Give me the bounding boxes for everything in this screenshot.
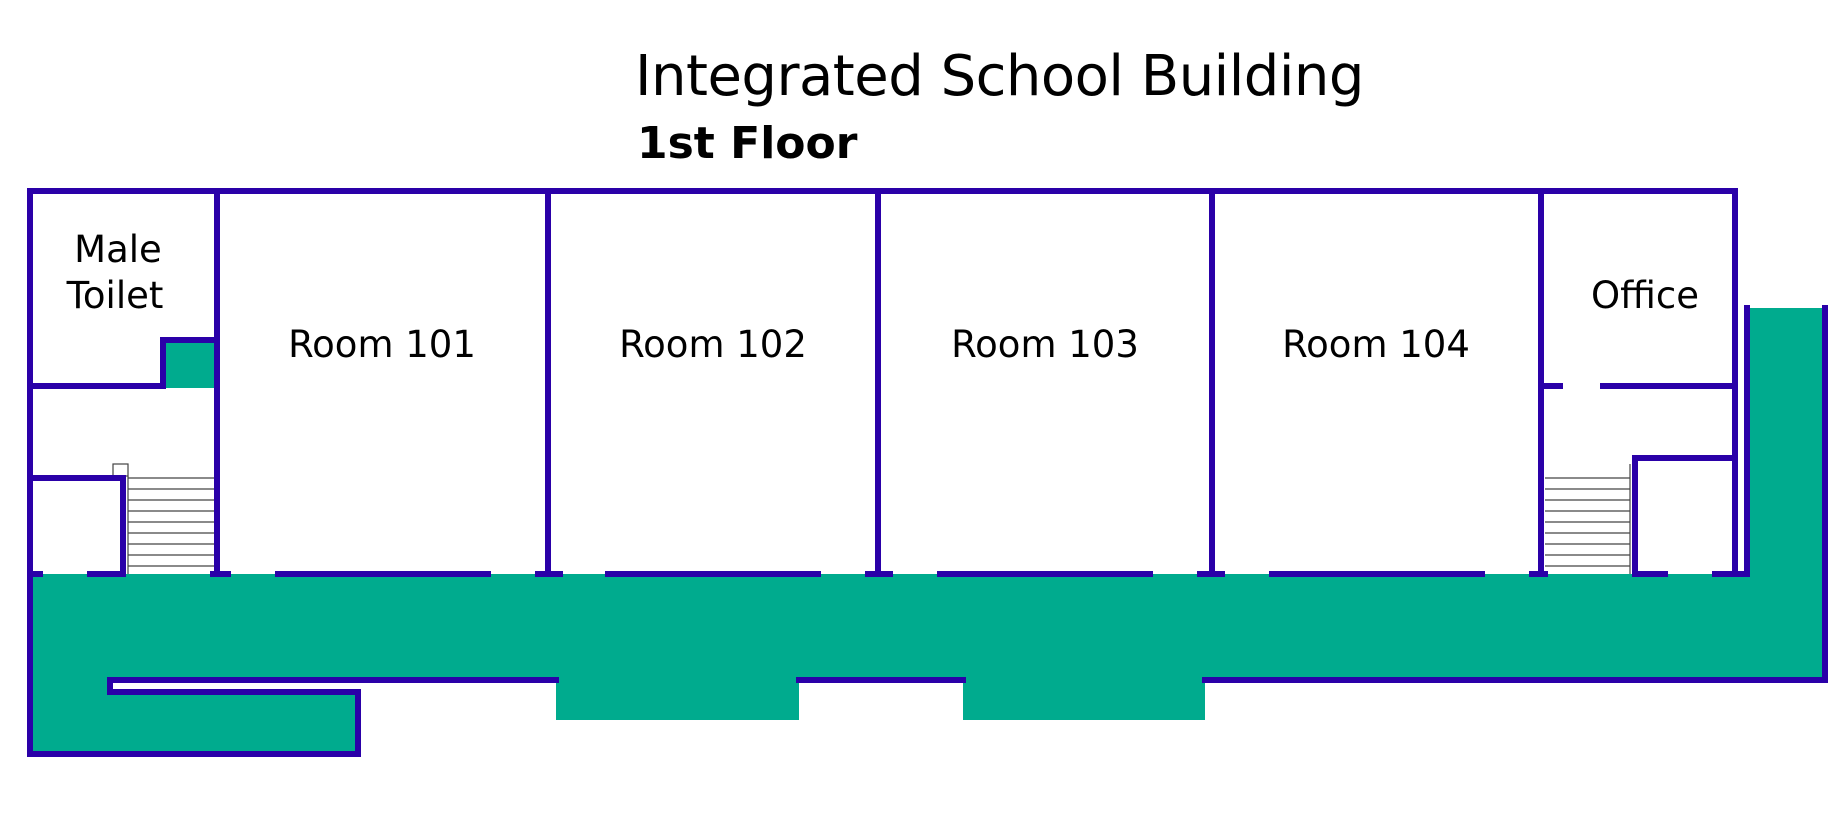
office-label: Office: [1591, 274, 1699, 317]
male-toilet-label-line2: Toilet: [66, 274, 164, 317]
room-101-label: Room 101: [288, 323, 476, 366]
plan-title: Integrated School Building: [635, 44, 1364, 109]
corridor: [30, 308, 1825, 754]
room-102-label: Room 102: [619, 323, 807, 366]
walls: [27, 188, 1828, 757]
floor-label: 1st Floor: [637, 118, 858, 169]
room-103-label: Room 103: [951, 323, 1139, 366]
toilet-annex: [163, 340, 215, 388]
room-104-label: Room 104: [1282, 323, 1470, 366]
male-toilet-label-line1: Male: [74, 228, 162, 271]
staircase-left: [112, 463, 215, 574]
staircase-right: [1545, 464, 1631, 574]
